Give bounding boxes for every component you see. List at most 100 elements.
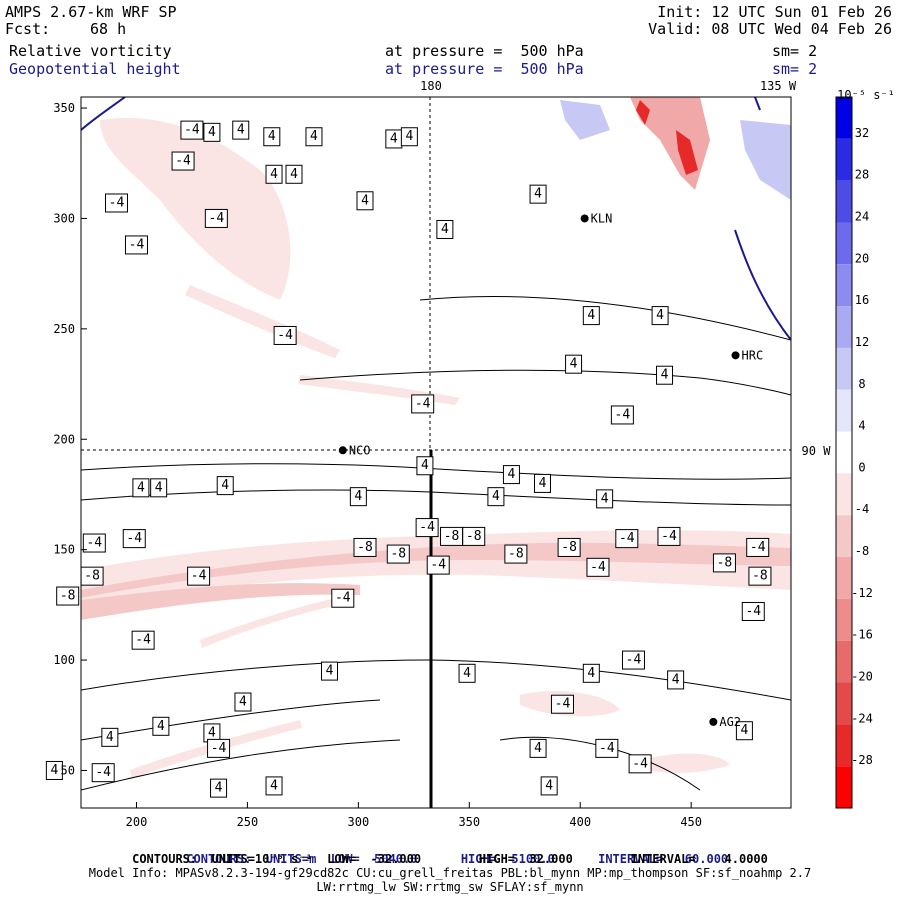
contour-label: -4 xyxy=(331,588,355,608)
svg-text:-4: -4 xyxy=(745,604,761,619)
contour-label: -4 xyxy=(550,694,574,714)
colorbar-level-label: 8 xyxy=(858,377,865,391)
meridian-label-135w: 135 W xyxy=(760,79,797,93)
contour-label: 4 xyxy=(582,663,600,683)
footer-line1: CONTOURS: UNITS=m LOW= 5040.0 HIGH= 5100… xyxy=(0,838,900,866)
svg-text:4: 4 xyxy=(237,123,245,138)
colorbar-swatch xyxy=(836,766,852,808)
contour-label: -4 xyxy=(595,738,619,758)
forecast-label: Fcst: xyxy=(5,20,51,38)
svg-text:4: 4 xyxy=(270,167,278,182)
contour-label: 4 xyxy=(265,164,283,184)
contour-label: 4 xyxy=(263,127,281,147)
svg-text:4: 4 xyxy=(545,778,553,793)
contour-label: -4 xyxy=(610,405,634,425)
contour-label: -4 xyxy=(124,235,148,255)
contour-label: 4 xyxy=(565,354,583,374)
svg-text:-4: -4 xyxy=(430,558,446,573)
colorbar-level-label: 4 xyxy=(858,419,865,433)
station-marker xyxy=(731,351,740,360)
y-axis: 50 100 150 200 250 300 350 xyxy=(53,101,87,777)
field2-smoothing: sm= 2 xyxy=(772,60,818,78)
y-tick-label: 150 xyxy=(53,543,75,557)
svg-text:4: 4 xyxy=(405,129,413,144)
negative-vorticity-band xyxy=(81,583,360,620)
contour-label: 4 xyxy=(667,670,685,690)
station-label: HRC xyxy=(742,348,764,362)
x-tick-label: 450 xyxy=(680,815,702,829)
contour-label: 4 xyxy=(487,487,505,507)
svg-text:-8: -8 xyxy=(357,540,373,555)
contour-label: -4 xyxy=(628,754,652,774)
strong-vorticity-core xyxy=(636,100,650,125)
contour-label: 4 xyxy=(534,473,551,493)
colorbar-swatch xyxy=(836,180,852,223)
svg-text:-4: -4 xyxy=(415,396,431,411)
colorbar-swatch xyxy=(836,264,852,307)
svg-text:-4: -4 xyxy=(555,697,571,712)
contour-label: 4 xyxy=(596,489,614,509)
colorbar-level-label: -8 xyxy=(855,544,869,558)
svg-text:4: 4 xyxy=(587,666,595,681)
x-tick-label: 400 xyxy=(569,815,591,829)
y-tick-label: 50 xyxy=(61,763,75,777)
svg-text:-8: -8 xyxy=(84,569,100,584)
contour-label: 4 xyxy=(101,727,119,747)
contour-label: -4 xyxy=(171,151,195,171)
contour-label: 4 xyxy=(234,692,252,712)
colorbar-swatch xyxy=(836,431,852,474)
colorbar-swatch xyxy=(836,473,852,516)
contour-label: -4 xyxy=(82,533,106,553)
colorbar-level-label: 32 xyxy=(855,126,869,140)
station-label: KLN xyxy=(591,211,613,225)
svg-text:-8: -8 xyxy=(466,529,482,544)
footer-line2: CONTOURS: UNITS=10⁻⁵ s⁻¹ LOW= -32.000 HI… xyxy=(132,852,768,866)
contour-label: 4 xyxy=(540,776,558,796)
coastline xyxy=(81,97,791,341)
colorbar-swatch xyxy=(836,347,852,390)
svg-text:-4: -4 xyxy=(135,633,151,648)
svg-text:4: 4 xyxy=(290,167,298,182)
meridian-label-90w: 90 W xyxy=(802,444,832,458)
contour-label: -8 xyxy=(80,566,104,586)
colorbar-level-label: -12 xyxy=(851,586,873,600)
contour-label: -8 xyxy=(748,566,772,586)
field1-level: at pressure = 500 hPa xyxy=(385,42,584,60)
positive-vorticity-region xyxy=(560,100,610,140)
svg-text:4: 4 xyxy=(221,478,229,493)
colorbar-level-label: -24 xyxy=(851,711,873,725)
y-tick-label: 300 xyxy=(53,211,75,225)
svg-text:-4: -4 xyxy=(86,536,102,551)
negative-vorticity-streak xyxy=(185,285,340,358)
contour-label: 4 xyxy=(656,365,674,385)
station-label: AG2 xyxy=(719,715,741,729)
svg-text:4: 4 xyxy=(740,723,748,738)
colorbar-swatch xyxy=(836,222,852,265)
svg-text:-4: -4 xyxy=(590,560,606,575)
contour-label: -4 xyxy=(204,208,228,228)
contour-label: -4 xyxy=(273,325,297,345)
contour-label: 4 xyxy=(349,487,367,507)
station-marker xyxy=(709,717,718,726)
svg-text:4: 4 xyxy=(310,129,318,144)
station-marker xyxy=(338,446,347,455)
colorbar: 32 28 24 20 16 12 8 4 0 -4 -8 -12 -16 -20 -24 -28 xyxy=(835,96,873,809)
y-tick-label: 100 xyxy=(53,653,75,667)
svg-text:-8: -8 xyxy=(752,569,768,584)
colorbar-level-label: -4 xyxy=(855,502,869,516)
svg-text:4: 4 xyxy=(463,666,471,681)
colorbar-level-label: 0 xyxy=(858,460,865,474)
svg-text:-4: -4 xyxy=(109,195,125,210)
plot-frame xyxy=(80,96,792,809)
contour-label: -8 xyxy=(353,537,377,557)
colorbar-swatch xyxy=(836,598,852,641)
svg-text:-4: -4 xyxy=(129,237,145,252)
svg-text:-8: -8 xyxy=(508,547,524,562)
contour-label: 4 xyxy=(265,776,283,796)
colorbar-level-label: 28 xyxy=(855,168,869,182)
svg-text:4: 4 xyxy=(361,193,369,208)
colorbar-level-label: 20 xyxy=(855,251,869,265)
height-contour-interval: INTERVAL= 60.000 xyxy=(598,852,729,866)
negative-vorticity-streak xyxy=(200,595,352,648)
